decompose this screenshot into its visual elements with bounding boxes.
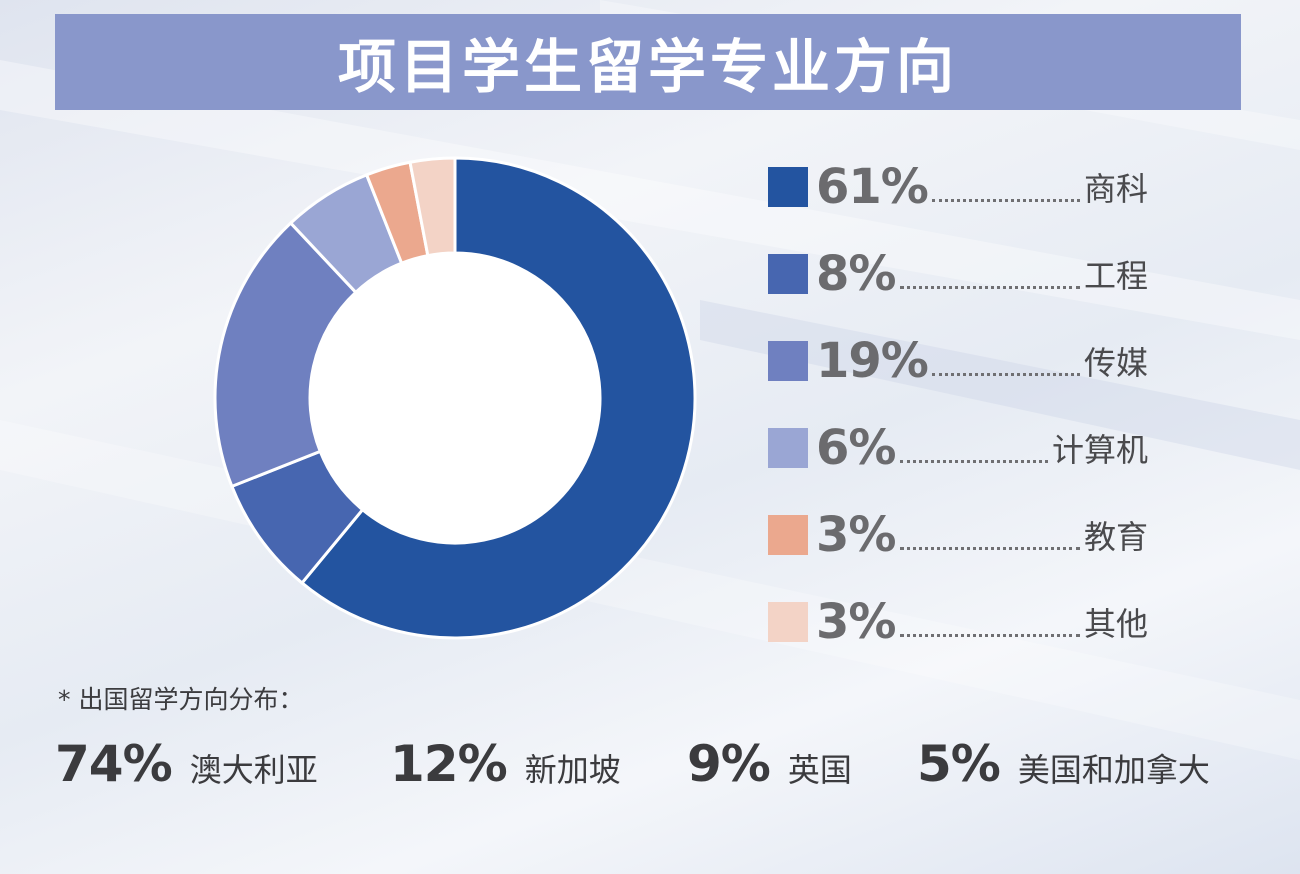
legend-category: 工程 (1083, 256, 1148, 295)
legend-item: 6% 计算机 (768, 404, 1148, 491)
dotted-leader (899, 286, 1080, 289)
legend-swatch (768, 427, 808, 468)
legend-percent: 19% (816, 332, 929, 389)
legend-swatch (768, 601, 808, 642)
dotted-leader (899, 547, 1080, 550)
distribution-country: 新加坡 (524, 751, 621, 789)
legend-swatch (768, 166, 808, 207)
country-distribution: 74% 澳大利亚 12% 新加坡 9% 英国 5% 美国和加拿大 (55, 735, 1255, 805)
dotted-leader (931, 373, 1080, 376)
legend-swatch (768, 340, 808, 381)
legend-percent: 3% (816, 593, 896, 650)
legend-item: 61% 商科 (768, 143, 1148, 230)
distribution-percent: 9% (687, 735, 771, 793)
donut-slice (299, 156, 697, 640)
legend-percent: 8% (816, 245, 896, 302)
legend-percent: 61% (816, 158, 929, 215)
distribution-country: 英国 (787, 751, 852, 789)
distribution-note: * 出国留学方向分布： (58, 685, 304, 714)
legend-item: 3% 教育 (768, 491, 1148, 578)
donut-slice (213, 220, 358, 489)
legend-category: 传媒 (1083, 343, 1148, 382)
distribution-percent: 12% (390, 735, 508, 793)
donut-chart (213, 156, 697, 640)
distribution-item: 9% 英国 (687, 735, 852, 793)
legend-swatch (768, 514, 808, 555)
donut-hole (311, 254, 599, 542)
distribution-item: 12% 新加坡 (390, 735, 621, 793)
legend-swatch (768, 253, 808, 294)
legend-category: 商科 (1083, 169, 1148, 208)
distribution-item: 5% 美国和加拿大 (917, 735, 1210, 793)
chart-title: 项目学生留学专业方向 (337, 33, 958, 101)
legend-category: 计算机 (1051, 430, 1148, 469)
legend-item: 8% 工程 (768, 230, 1148, 317)
donut-slice (408, 156, 457, 258)
legend-item: 19% 传媒 (768, 317, 1148, 404)
dotted-leader (899, 634, 1080, 637)
legend: 61% 商科 8% 工程 19% 传媒 6% 计算机 3% 教育 3% 其他 (768, 143, 1148, 665)
title-bar: 项目学生留学专业方向 (55, 14, 1241, 110)
distribution-percent: 5% (917, 735, 1001, 793)
legend-percent: 3% (816, 506, 896, 563)
legend-category: 教育 (1083, 517, 1148, 556)
distribution-country: 美国和加拿大 (1017, 751, 1210, 789)
distribution-item: 74% 澳大利亚 (55, 735, 318, 793)
dotted-leader (931, 199, 1080, 202)
dotted-leader (899, 460, 1048, 463)
distribution-percent: 74% (55, 735, 173, 793)
legend-category: 其他 (1083, 604, 1148, 643)
legend-percent: 6% (816, 419, 896, 476)
legend-item: 3% 其他 (768, 578, 1148, 665)
distribution-country: 澳大利亚 (189, 751, 318, 789)
